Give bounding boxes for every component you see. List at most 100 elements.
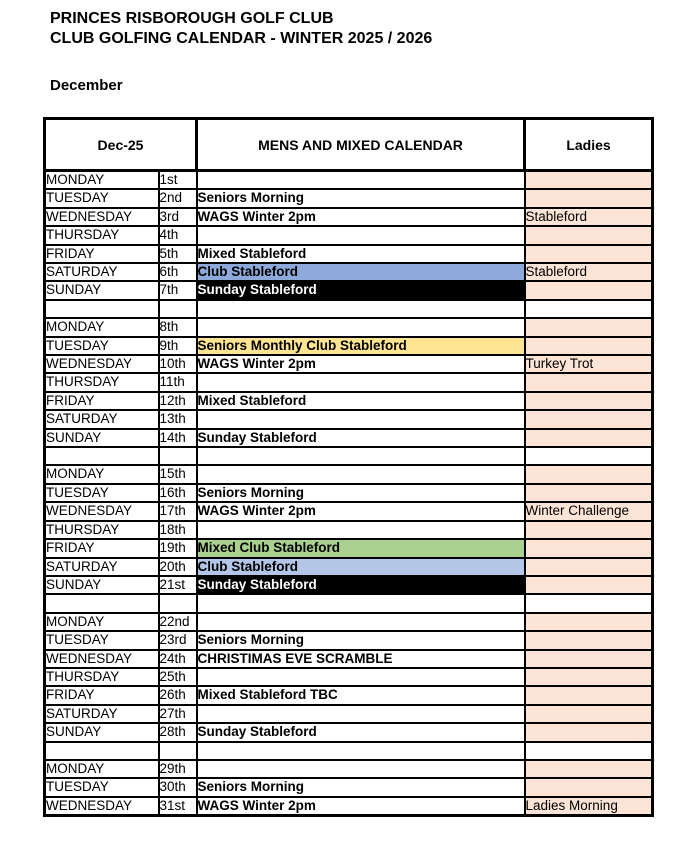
- mens-event-cell: [195, 169, 526, 191]
- calendar-table: Dec-25 MENS AND MIXED CALENDAR Ladies MO…: [42, 117, 655, 818]
- day-row: TUESDAY 9th Seniors Monthly Club Stablefor…: [43, 335, 654, 357]
- ladies-event-cell: Stableford: [523, 206, 654, 228]
- day-row: SUNDAY 21st Sunday Stableford: [43, 574, 654, 596]
- day-cell: SATURDAY: [43, 703, 160, 725]
- spacer-row: [43, 740, 654, 761]
- day-cell: FRIDAY: [43, 243, 160, 265]
- date-cell: 23rd: [157, 630, 198, 651]
- day-cell: TUESDAY: [43, 335, 160, 357]
- table-header-row: Dec-25 MENS AND MIXED CALENDAR Ladies: [42, 117, 655, 172]
- mens-event-cell: [195, 225, 526, 246]
- ladies-event-cell: [523, 519, 654, 541]
- day-cell: WEDNESDAY: [43, 795, 160, 817]
- date-cell: 7th: [157, 280, 198, 301]
- day-cell: MONDAY: [43, 317, 160, 338]
- date-cell: 21st: [157, 574, 198, 596]
- day-row: SATURDAY 27th: [43, 703, 654, 725]
- mens-event-cell: Mixed Stableford: [195, 243, 526, 265]
- date-cell: 9th: [157, 335, 198, 357]
- mens-event-cell: Seniors Morning: [195, 188, 526, 209]
- date-cell: 24th: [157, 648, 198, 669]
- mens-event-cell: [195, 317, 526, 338]
- mens-event-cell: Seniors Morning: [195, 482, 526, 504]
- ladies-event-cell: [523, 758, 654, 780]
- ladies-event-cell: [523, 611, 654, 633]
- date-cell: 8th: [157, 317, 198, 338]
- mens-event-cell: WAGS Winter 2pm: [195, 354, 526, 375]
- day-row: MONDAY 22nd: [43, 611, 654, 633]
- day-cell: MONDAY: [43, 464, 160, 485]
- date-cell: 26th: [157, 685, 198, 706]
- date-cell: [157, 740, 198, 761]
- date-cell: 17th: [157, 501, 198, 522]
- day-row: THURSDAY 25th: [43, 666, 654, 688]
- day-cell: THURSDAY: [43, 225, 160, 246]
- date-cell: 6th: [157, 262, 198, 283]
- date-cell: 16th: [157, 482, 198, 504]
- day-cell: THURSDAY: [43, 519, 160, 541]
- ladies-event-cell: [523, 427, 654, 449]
- ladies-event-cell: Winter Challenge: [523, 501, 654, 522]
- date-cell: [157, 446, 198, 467]
- mens-event-cell: [195, 703, 526, 725]
- ladies-event-cell: [523, 446, 654, 467]
- date-cell: 3rd: [157, 206, 198, 228]
- mens-event-cell: Mixed Stableford: [195, 390, 526, 412]
- ladies-event-cell: [523, 538, 654, 559]
- mens-event-cell: [195, 519, 526, 541]
- day-cell: SUNDAY: [43, 722, 160, 743]
- day-cell: FRIDAY: [43, 390, 160, 412]
- day-cell: SATURDAY: [43, 262, 160, 283]
- day-cell: [43, 593, 160, 614]
- mens-event-cell: [195, 446, 526, 467]
- day-cell: WEDNESDAY: [43, 648, 160, 669]
- ladies-event-cell: [523, 740, 654, 761]
- day-cell: WEDNESDAY: [43, 501, 160, 522]
- mens-event-cell: [195, 593, 526, 614]
- day-row: FRIDAY 19th Mixed Club Stableford: [43, 538, 654, 559]
- mens-event-cell: [195, 464, 526, 485]
- day-row: TUESDAY 2nd Seniors Morning: [43, 188, 654, 209]
- date-cell: 19th: [157, 538, 198, 559]
- day-row: WEDNESDAY 10th WAGS Winter 2pm Turkey Trot: [43, 354, 654, 375]
- mens-event-cell: Seniors Monthly Club Stableford: [195, 335, 526, 357]
- ladies-event-cell: [523, 593, 654, 614]
- mens-event-cell: WAGS Winter 2pm: [195, 795, 526, 817]
- day-row: FRIDAY 26th Mixed Stableford TBC: [43, 685, 654, 706]
- day-row: WEDNESDAY 24th CHRISTIMAS EVE SCRAMBLE: [43, 648, 654, 669]
- mens-event-cell: Mixed Stableford TBC: [195, 685, 526, 706]
- mens-event-cell: [195, 758, 526, 780]
- day-row: WEDNESDAY 17th WAGS Winter 2pm Winter Chall…: [43, 501, 654, 522]
- document-title: PRINCES RISBOROUGH GOLF CLUB CLUB GOLFIN…: [50, 9, 432, 49]
- ladies-event-cell: [523, 464, 654, 485]
- day-cell: TUESDAY: [43, 777, 160, 798]
- ladies-event-cell: [523, 685, 654, 706]
- day-cell: TUESDAY: [43, 188, 160, 209]
- ladies-event-cell: Stableford: [523, 262, 654, 283]
- date-cell: 22nd: [157, 611, 198, 633]
- date-cell: 13th: [157, 409, 198, 430]
- ladies-event-cell: Turkey Trot: [523, 354, 654, 375]
- mens-event-cell: [195, 372, 526, 393]
- ladies-event-cell: [523, 280, 654, 301]
- ladies-event-cell: [523, 482, 654, 504]
- day-cell: MONDAY: [43, 169, 160, 191]
- date-cell: 15th: [157, 464, 198, 485]
- mens-event-cell: WAGS Winter 2pm: [195, 501, 526, 522]
- date-cell: 25th: [157, 666, 198, 688]
- day-row: MONDAY 8th: [43, 317, 654, 338]
- date-cell: 14th: [157, 427, 198, 449]
- mens-event-cell: Club Stableford: [195, 556, 526, 577]
- date-cell: [157, 593, 198, 614]
- ladies-event-cell: [523, 666, 654, 688]
- day-row: WEDNESDAY 31st WAGS Winter 2pm Ladies Morni…: [43, 795, 654, 817]
- date-cell: 31st: [157, 795, 198, 817]
- date-cell: 5th: [157, 243, 198, 265]
- day-cell: SUNDAY: [43, 280, 160, 301]
- spacer-row: [43, 446, 654, 467]
- day-cell: TUESDAY: [43, 630, 160, 651]
- ladies-column-header: Ladies: [523, 117, 655, 172]
- date-cell: 11th: [157, 372, 198, 393]
- ladies-event-cell: [523, 225, 654, 246]
- date-cell: 30th: [157, 777, 198, 798]
